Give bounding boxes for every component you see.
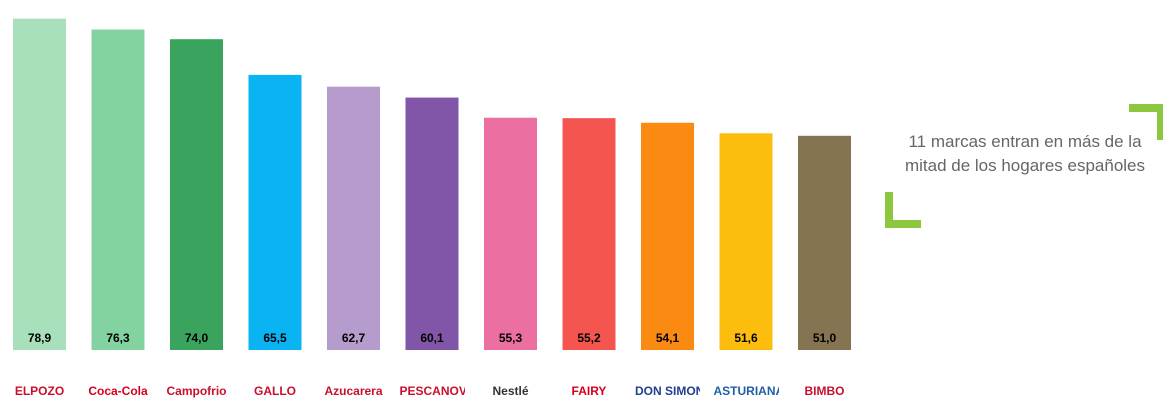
brand-logo-nestl-: Nestlé — [478, 378, 543, 407]
brand-logo-azucarera: Azucarera — [321, 378, 386, 407]
bar-value-label: 78,9 — [28, 331, 52, 345]
brand-logo-text: ASTURIANA — [714, 384, 779, 398]
brand-logo-gallo: GALLO — [243, 378, 308, 407]
bar-gallo — [249, 75, 302, 350]
brand-logo-text: BIMBO — [792, 384, 857, 398]
bar-coca-cola — [92, 30, 145, 350]
brand-logo-campofrio: Campofrio — [164, 378, 229, 407]
brand-logo-text: Nestlé — [478, 384, 543, 398]
bar-value-label: 55,3 — [499, 331, 523, 345]
bar-bimbo — [798, 136, 851, 350]
bar-value-label: 74,0 — [185, 331, 209, 345]
brand-logo-don-simon: DON SIMON — [635, 378, 700, 407]
bar-value-label: 65,5 — [263, 331, 287, 345]
brand-logo-text: Campofrio — [164, 384, 229, 398]
brand-logo-text: ELPOZO — [7, 384, 72, 398]
bar-campofrio — [170, 39, 223, 350]
brand-logo-fairy: FAIRY — [557, 378, 622, 407]
bar-value-label: 51,0 — [813, 331, 837, 345]
brand-logo-bimbo: BIMBO — [792, 378, 857, 407]
brand-logo-elpozo: ELPOZO — [7, 378, 72, 407]
callout-corner-bottom-left — [885, 192, 921, 228]
bar-elpozo — [13, 19, 66, 350]
callout-box: 11 marcas entran en más de la mitad de l… — [885, 104, 1163, 228]
bar-value-label: 54,1 — [656, 331, 680, 345]
brand-logo-text: GALLO — [243, 384, 308, 398]
callout-text: 11 marcas entran en más de la mitad de l… — [895, 130, 1155, 178]
bar-asturiana — [720, 133, 773, 350]
brand-logo-text: PESCANOVA — [400, 384, 465, 398]
bar-value-label: 76,3 — [106, 331, 130, 345]
bar-value-label: 51,6 — [734, 331, 758, 345]
brand-logo-text: FAIRY — [557, 384, 622, 398]
brand-logo-text: Coca-Cola — [86, 384, 151, 398]
bar-pescanova — [406, 98, 459, 350]
bar-value-label: 60,1 — [420, 331, 444, 345]
brand-logo-pescanova: PESCANOVA — [400, 378, 465, 407]
bar-fairy — [563, 118, 616, 350]
brand-logo-text: DON SIMON — [635, 384, 700, 398]
brand-logo-asturiana: ASTURIANA — [714, 378, 779, 407]
bar-value-label: 62,7 — [342, 331, 366, 345]
bar-azucarera — [327, 87, 380, 350]
brand-logo-text: Azucarera — [321, 384, 386, 398]
bar-don-simon — [641, 123, 694, 350]
brand-logo-coca-cola: Coca-Cola — [86, 378, 151, 407]
bar-value-label: 55,2 — [577, 331, 601, 345]
bar-nestl- — [484, 118, 537, 350]
